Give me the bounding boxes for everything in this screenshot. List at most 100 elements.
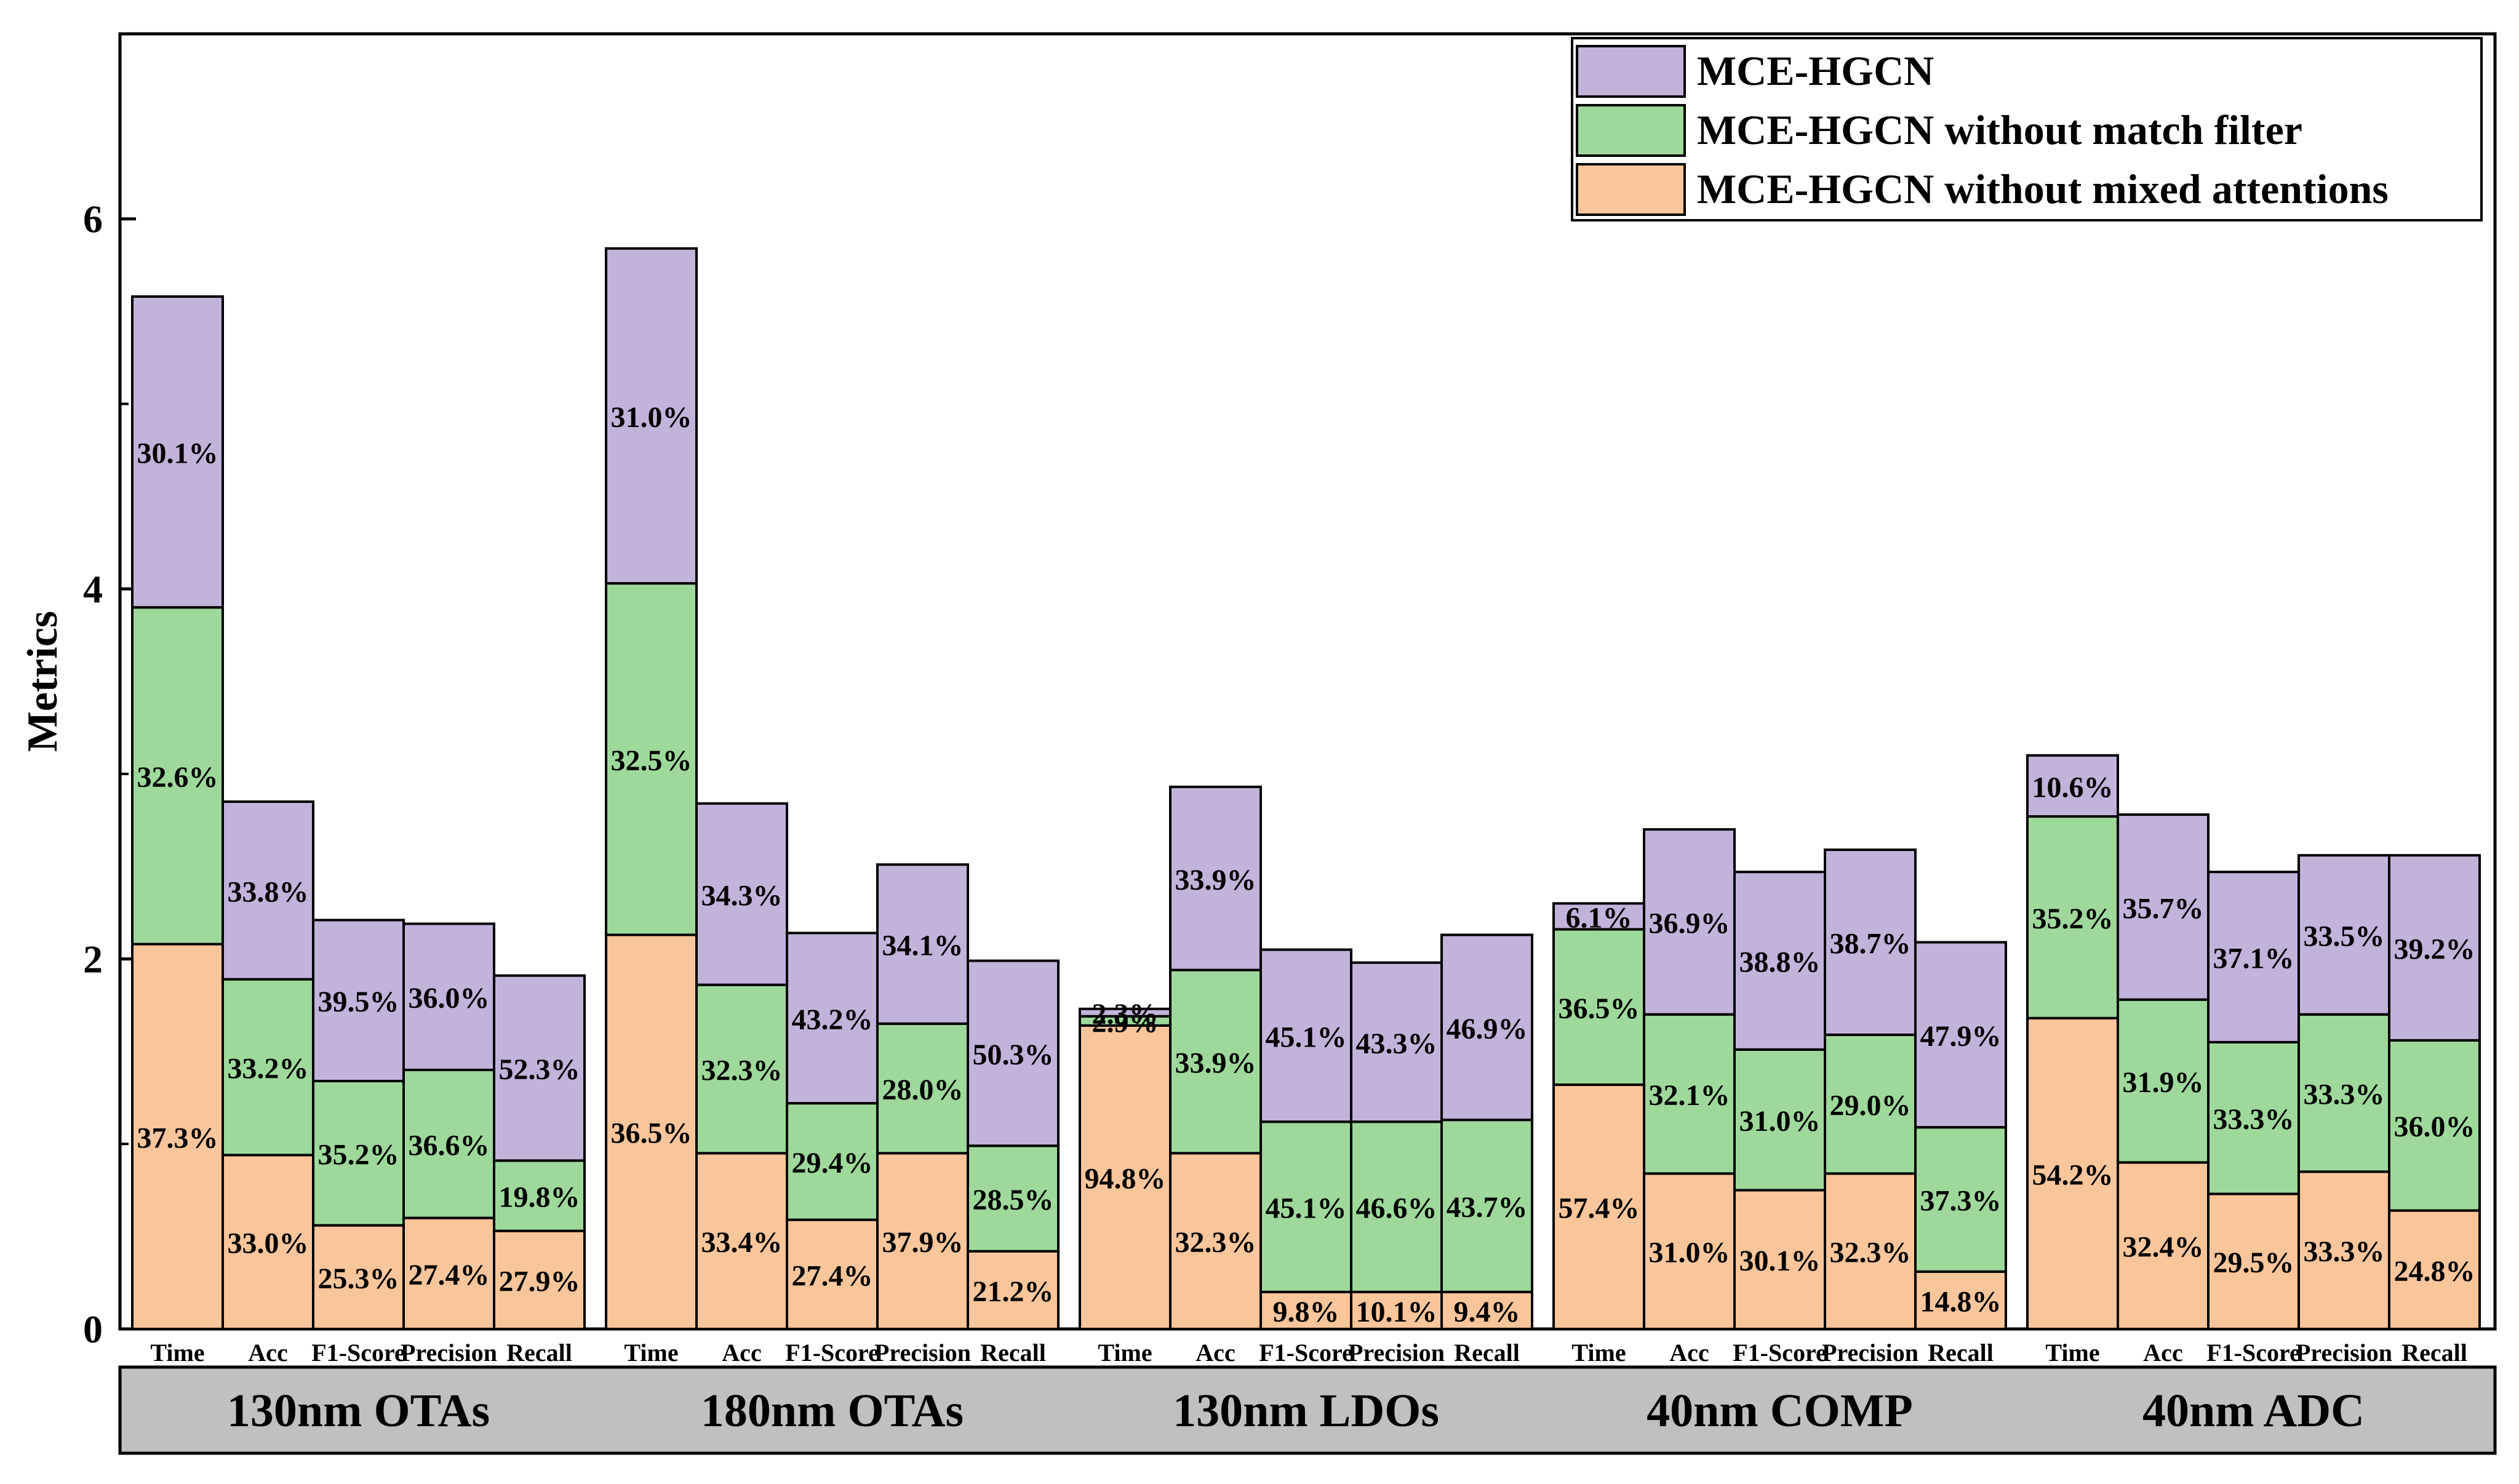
- data-label: 37.3%: [137, 1122, 218, 1154]
- group-40nm-adc: 54.2% 35.2% 10.6% Time 32.4% 31.9% 35.7% Acc 29.…: [2026, 754, 2481, 1366]
- data-label: 33.3%: [2304, 1235, 2385, 1268]
- bar-segment-mce-hgcn: [493, 974, 586, 1162]
- bar-segment-mce-hgcn: [1733, 871, 1826, 1051]
- y-tick-label: 4: [83, 567, 103, 611]
- bar-segment-mce-hgcn: [1824, 848, 1917, 1036]
- bar-segment-mce-hgcn: [222, 800, 314, 981]
- data-label: 37.1%: [2213, 943, 2294, 975]
- group-label-180nm-otas: 180nm OTAs: [701, 1385, 964, 1437]
- data-label: 39.2%: [2394, 933, 2475, 966]
- data-label: 28.5%: [973, 1184, 1054, 1216]
- legend-box: [1571, 37, 2483, 221]
- data-label: 32.3%: [701, 1054, 783, 1087]
- data-label: 33.9%: [1175, 1047, 1256, 1079]
- bar-segment-mce-hgcn-without-match-filter: [876, 1022, 969, 1155]
- x-tick-label: Recall: [1454, 1339, 1520, 1366]
- bar-segment-mce-hgcn-without-match-filter: [2207, 1040, 2300, 1195]
- legend-swatch-mce-hgcn: [1576, 45, 1686, 98]
- x-tick-label: Time: [1098, 1339, 1152, 1366]
- data-label: 35.2%: [318, 1138, 399, 1171]
- bar-segment-mce-hgcn: [402, 922, 495, 1071]
- x-tick-label: Acc: [1669, 1339, 1709, 1366]
- data-label: 94.8%: [1085, 1162, 1166, 1195]
- bar-segment-mce-hgcn: [1169, 785, 1262, 971]
- legend-label: MCE-HGCN: [1697, 47, 1934, 94]
- legend-swatch-mce-hgcn-without-mixed-attentions: [1576, 163, 1686, 216]
- bar-segment-mce-hgcn-without-match-filter: [2297, 1013, 2390, 1173]
- data-label: 43.2%: [792, 1003, 873, 1036]
- bar-segment-mce-hgcn-without-mixed-attentions: [1733, 1189, 1826, 1330]
- bar-segment-mce-hgcn-without-mixed-attentions: [2388, 1209, 2481, 1330]
- data-label: 10.6%: [2032, 771, 2114, 804]
- data-label: 30.1%: [1739, 1245, 1821, 1277]
- group-label-40nm-adc: 40nm ADC: [2142, 1385, 2365, 1437]
- group-130nm-ldos: 94.8%2.9%2.3%Time32.3%33.9%33.9%Acc9.8%4…: [1079, 785, 1533, 1366]
- data-label: 33.2%: [228, 1052, 309, 1085]
- x-tick-label: Time: [2045, 1339, 2099, 1366]
- bar-segment-mce-hgcn-without-match-filter: [312, 1080, 405, 1227]
- data-label: 2.3%: [1092, 998, 1159, 1031]
- bar-segment-mce-hgcn: [1440, 933, 1533, 1122]
- data-label: 46.6%: [1356, 1192, 1437, 1225]
- x-tick-label: Recall: [1928, 1339, 1994, 1366]
- bar-segment-mce-hgcn-without-match-filter: [402, 1069, 495, 1219]
- group-label-130nm-otas: 130nm OTAs: [227, 1385, 490, 1437]
- data-label: 32.5%: [611, 744, 692, 777]
- y-axis-label: Metrics: [19, 611, 66, 752]
- x-tick-label: Precision: [874, 1339, 971, 1366]
- legend-label: MCE-HGCN without mixed attentions: [1697, 166, 2389, 212]
- bar-segment-mce-hgcn-without-match-filter: [2388, 1039, 2481, 1212]
- data-label: 35.7%: [2123, 892, 2204, 925]
- data-label: 52.3%: [499, 1053, 580, 1086]
- data-label: 32.3%: [1830, 1237, 1911, 1269]
- bar-segment-mce-hgcn: [1552, 902, 1645, 931]
- data-label: 10.1%: [1356, 1296, 1437, 1328]
- group-130nm-otas: 37.3% 32.6% 30.1% Time 33.0% 33.2% 33.8% Acc 25.…: [131, 295, 586, 1366]
- bar-segment-mce-hgcn-without-match-filter: [1914, 1126, 2007, 1273]
- data-label: 33.4%: [701, 1226, 783, 1259]
- x-tick-label: F1-Score: [1733, 1339, 1827, 1366]
- data-label: 31.0%: [1649, 1237, 1730, 1269]
- x-tick-label: Precision: [2296, 1339, 2392, 1366]
- data-label: 30.1%: [137, 437, 218, 470]
- data-label: 31.9%: [2123, 1066, 2204, 1099]
- data-label: 27.9%: [499, 1265, 580, 1298]
- bar-segment-mce-hgcn: [2117, 813, 2210, 1001]
- data-label: 21.2%: [973, 1275, 1054, 1308]
- bar-segment-mce-hgcn: [2297, 854, 2390, 1016]
- x-tick-label: Acc: [1196, 1339, 1235, 1366]
- data-label: 38.7%: [1830, 928, 1911, 960]
- x-tick-label: Recall: [506, 1339, 572, 1366]
- category-band: [118, 1365, 2497, 1455]
- group-label-40nm-comp: 40nm COMP: [1647, 1385, 1913, 1437]
- bar-segment-mce-hgcn-without-mixed-attentions: [1552, 1083, 1645, 1330]
- bar-segment-mce-hgcn: [312, 919, 405, 1083]
- data-label: 39.5%: [318, 986, 399, 1018]
- bar-segment-mce-hgcn: [695, 802, 788, 986]
- data-label: 47.9%: [1920, 1020, 2002, 1053]
- data-label: 9.4%: [1454, 1296, 1520, 1328]
- data-label: 54.2%: [2032, 1159, 2114, 1191]
- x-tick-label: F1-Score: [1259, 1339, 1353, 1366]
- data-label: 35.2%: [2032, 903, 2114, 935]
- data-label: 32.3%: [1175, 1226, 1256, 1259]
- data-label: 29.5%: [2213, 1247, 2294, 1279]
- bar-segment-mce-hgcn: [1260, 948, 1352, 1123]
- x-tick-label: Recall: [980, 1339, 1046, 1366]
- bar-segment-mce-hgcn-without-match-filter: [1552, 928, 1645, 1087]
- x-tick-label: F1-Score: [311, 1339, 405, 1366]
- group-180nm-otas: 36.5% 32.5% 31.0% Time 33.4% 32.3% 34.3% Acc 27.…: [605, 247, 1060, 1366]
- bar-segment-mce-hgcn: [1643, 828, 1736, 1016]
- bar-segment-mce-hgcn: [967, 959, 1060, 1147]
- x-tick-label: F1-Score: [785, 1339, 879, 1366]
- data-label: 34.3%: [701, 879, 783, 912]
- x-tick-label: Precision: [1822, 1339, 1918, 1366]
- bar-segment-mce-hgcn-without-mixed-attentions: [1169, 1152, 1262, 1330]
- data-label: 37.9%: [882, 1226, 964, 1259]
- data-label: 33.9%: [1175, 864, 1256, 896]
- data-label: 27.4%: [792, 1259, 873, 1292]
- data-label: 31.0%: [611, 401, 692, 434]
- bar-segment-mce-hgcn: [2026, 754, 2119, 818]
- x-tick-label: F1-Score: [2206, 1339, 2301, 1366]
- x-tick-label: Acc: [248, 1339, 287, 1366]
